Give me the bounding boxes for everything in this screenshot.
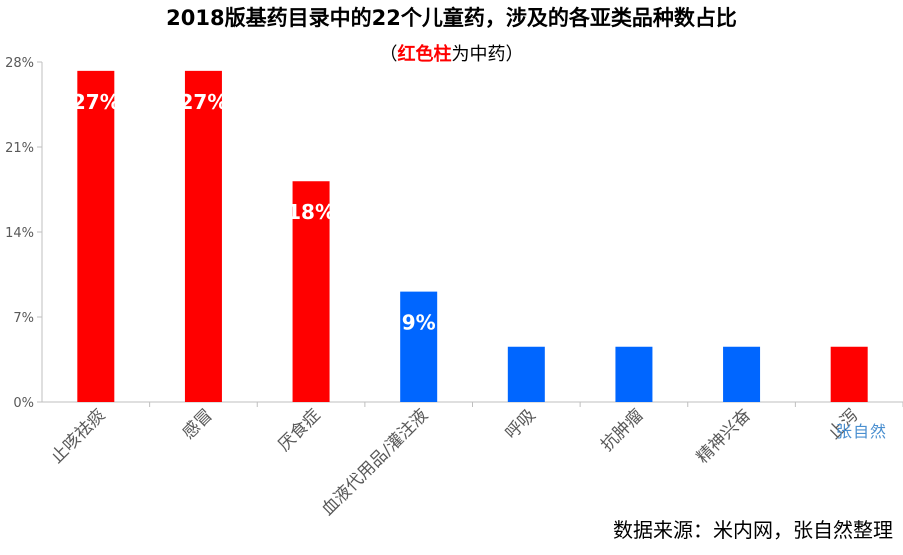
bar [723, 346, 761, 402]
chart-subtitle: （红色柱为中药） [0, 40, 903, 66]
y-tick-label: 21% [5, 141, 34, 156]
y-tick-label: 0% [13, 396, 34, 411]
x-category-label: 精神兴奋 [693, 405, 755, 467]
x-category-label: 止咳祛痰 [47, 405, 109, 467]
x-category-label: 厌食症 [274, 405, 324, 455]
bar [830, 346, 868, 402]
data-source-note: 数据来源：米内网，张自然整理 [613, 518, 893, 542]
chart-title: 2018版基药目录中的22个儿童药，涉及的各亚类品种数占比 [166, 6, 737, 30]
x-category-label: 抗肿瘤 [597, 405, 647, 455]
x-category-label: 血液代用品/灌注液 [318, 405, 432, 519]
bar [615, 346, 653, 402]
bar [400, 291, 438, 402]
bar [184, 70, 222, 402]
bar-data-label: 27% [180, 90, 228, 114]
subtitle-open: （ [379, 44, 398, 65]
y-tick-label: 14% [5, 226, 34, 241]
y-tick-label: 7% [13, 311, 34, 326]
bar [507, 346, 545, 402]
subtitle-rest: 为中药） [451, 44, 524, 65]
x-category-label: 感冒 [179, 405, 217, 443]
bar-data-label: 27% [72, 90, 120, 114]
bar [77, 70, 115, 402]
subtitle-highlight: 红色柱 [397, 44, 452, 65]
x-category-label: 呼吸 [502, 405, 540, 443]
bar-data-label: 9% [402, 311, 436, 335]
bar [292, 181, 330, 402]
bar-data-label: 18% [287, 200, 335, 224]
y-tick-label: 28% [5, 56, 34, 71]
author-watermark: 张自然 [836, 422, 888, 441]
